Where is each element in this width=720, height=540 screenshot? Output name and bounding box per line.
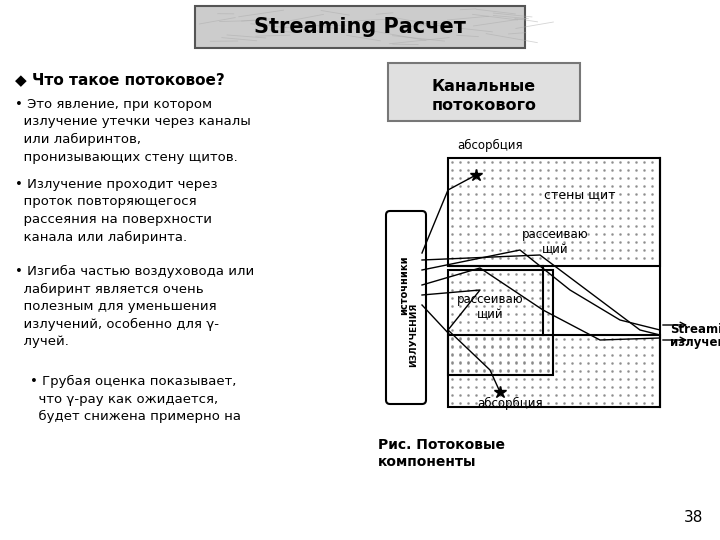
Text: потокового: потокового (431, 98, 536, 113)
Text: Канальные: Канальные (432, 79, 536, 94)
Text: • Это явление, при котором
  излучение утечки через каналы
  или лабиринтов,
  п: • Это явление, при котором излучение уте… (15, 98, 251, 164)
Bar (448, 335, 660, 407)
Bar (195, 6, 525, 48)
Text: • Изгиба частью воздуховода или
  лабиринт является очень
  полезным для уменьше: • Изгиба частью воздуховода или лабиринт… (15, 265, 254, 348)
Text: ◆ Что такое потоковое?: ◆ Что такое потоковое? (15, 72, 225, 87)
Text: излучение: излучение (670, 336, 720, 349)
Text: абсорбция: абсорбция (457, 139, 523, 152)
Bar (448, 158, 660, 266)
Bar (448, 270, 553, 375)
Text: ИЗЛУЧЕНИЯ: ИЗЛУЧЕНИЯ (410, 303, 418, 367)
Text: • Излучение проходит через
  проток повторяющегося
  рассеяния на поверхности
  : • Излучение проходит через проток повтор… (15, 178, 217, 244)
Text: 38: 38 (683, 510, 703, 525)
Bar (388, 63, 580, 121)
Text: • Грубая оценка показывает,
  что γ-рау как ожидается,
  будет снижена примерно : • Грубая оценка показывает, что γ-рау ка… (30, 375, 241, 423)
Text: щий: щий (541, 243, 568, 256)
Text: Рис. Потоковые: Рис. Потоковые (378, 438, 505, 452)
FancyBboxPatch shape (386, 211, 426, 404)
Text: рассеиваю: рассеиваю (522, 228, 588, 241)
Text: абсорбция: абсорбция (477, 397, 543, 410)
Text: компоненты: компоненты (378, 455, 477, 469)
Text: Streaming: Streaming (670, 323, 720, 336)
Text: щий: щий (477, 308, 503, 321)
Text: стены щит: стены щит (544, 188, 616, 201)
Text: Streaming Расчет: Streaming Расчет (254, 17, 466, 37)
Text: рассеиваю: рассеиваю (456, 293, 523, 306)
Text: источники: источники (399, 255, 409, 315)
